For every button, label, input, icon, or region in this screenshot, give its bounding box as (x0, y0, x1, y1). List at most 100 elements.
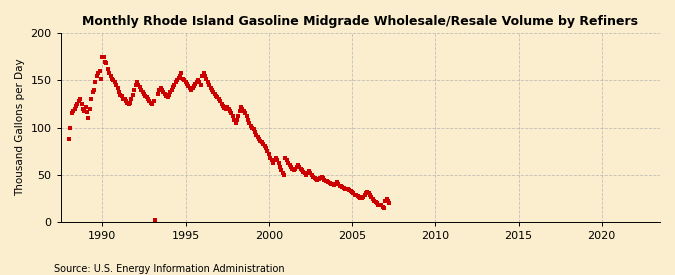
Point (180, 80, 191, 84)
Point (345, 188, 356, 193)
Point (308, 174, 319, 179)
Point (90, 80, 101, 84)
Point (240, 111, 250, 116)
Point (354, 195, 364, 199)
Point (313, 177, 324, 182)
Point (80, 104, 91, 109)
Point (259, 144, 270, 148)
Point (222, 104, 233, 109)
Point (142, 97, 153, 101)
Point (158, 90, 169, 94)
Point (342, 186, 353, 191)
Point (369, 199, 379, 203)
Point (91, 73, 102, 78)
Y-axis label: Thousand Gallons per Day: Thousand Gallons per Day (15, 59, 25, 196)
Point (186, 88, 196, 92)
Point (370, 200, 381, 204)
Point (183, 84, 194, 88)
Point (348, 191, 359, 196)
Point (248, 127, 259, 132)
Point (217, 104, 228, 108)
Point (272, 158, 283, 163)
Point (69, 106, 80, 111)
Point (184, 86, 195, 90)
Point (379, 205, 389, 210)
Point (75, 97, 86, 101)
Point (309, 176, 320, 181)
Point (330, 182, 341, 186)
Point (381, 197, 392, 201)
Point (178, 76, 188, 81)
Point (287, 167, 298, 171)
Point (266, 158, 277, 163)
Point (141, 95, 152, 100)
Point (211, 93, 221, 98)
Point (103, 67, 113, 71)
Title: Monthly Rhode Island Gasoline Midgrade Wholesale/Resale Volume by Refiners: Monthly Rhode Island Gasoline Midgrade W… (82, 15, 639, 28)
Point (154, 88, 165, 92)
Point (333, 182, 344, 186)
Point (315, 176, 325, 181)
Point (82, 110, 92, 115)
Point (104, 71, 115, 75)
Point (359, 193, 370, 197)
Point (292, 163, 303, 167)
Text: Source: U.S. Energy Information Administration: Source: U.S. Energy Information Administ… (54, 264, 285, 274)
Point (340, 186, 350, 191)
Point (341, 186, 352, 191)
Point (113, 90, 124, 94)
Point (375, 203, 385, 207)
Point (167, 85, 178, 89)
Point (230, 121, 241, 125)
Point (258, 142, 269, 147)
Point (338, 186, 349, 190)
Point (140, 93, 151, 98)
Point (129, 88, 140, 92)
Point (252, 135, 263, 139)
Point (247, 125, 258, 130)
Point (237, 106, 248, 111)
Point (223, 106, 234, 111)
Point (198, 71, 209, 75)
Point (319, 178, 329, 183)
Point (273, 161, 284, 166)
Point (295, 167, 306, 171)
Point (66, 111, 77, 116)
Point (101, 61, 112, 66)
Point (271, 155, 281, 160)
Point (205, 86, 216, 90)
Point (88, 88, 99, 92)
Point (111, 83, 122, 87)
Point (209, 91, 220, 96)
Point (377, 204, 388, 209)
Point (204, 83, 215, 87)
Point (213, 97, 224, 101)
Point (360, 191, 371, 196)
Point (105, 73, 116, 78)
Point (236, 104, 246, 109)
Point (126, 97, 137, 101)
Point (301, 172, 312, 177)
Point (226, 111, 237, 116)
Point (202, 80, 213, 84)
Point (250, 130, 261, 134)
Point (63, 137, 74, 141)
Point (144, 99, 155, 103)
Point (84, 106, 95, 111)
Point (366, 195, 377, 199)
Point (242, 118, 253, 122)
Point (216, 102, 227, 106)
Point (94, 69, 105, 73)
Point (171, 80, 182, 84)
Point (97, 55, 108, 59)
Point (207, 88, 217, 92)
Point (350, 193, 360, 197)
Point (227, 114, 238, 119)
Point (200, 73, 211, 78)
Point (133, 83, 144, 87)
Point (251, 133, 262, 137)
Point (147, 102, 158, 106)
Point (265, 155, 275, 160)
Point (383, 199, 394, 203)
Point (68, 108, 78, 113)
